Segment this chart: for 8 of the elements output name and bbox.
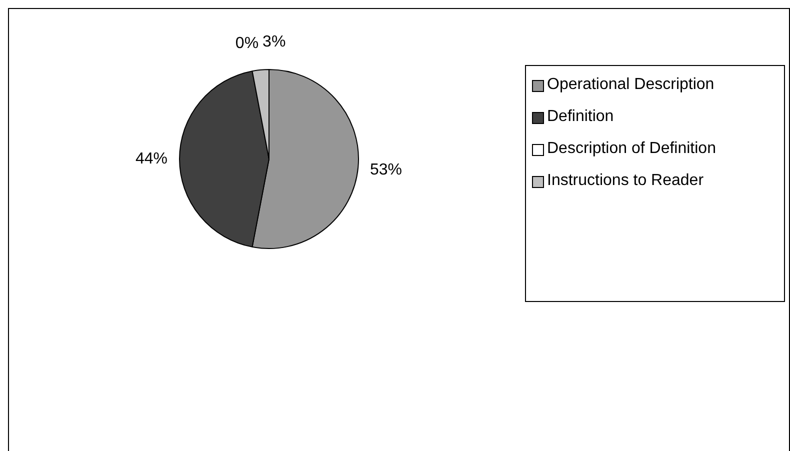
legend-label: Operational Description xyxy=(547,76,714,94)
legend-label: Instructions to Reader xyxy=(547,172,704,190)
data-label: 53% xyxy=(370,161,402,178)
legend-label: Definition xyxy=(547,108,614,126)
data-label: 3% xyxy=(262,33,286,50)
data-label: 44% xyxy=(135,150,168,168)
text: 0% xyxy=(235,34,259,52)
legend-label: Description of Definition xyxy=(547,140,716,158)
